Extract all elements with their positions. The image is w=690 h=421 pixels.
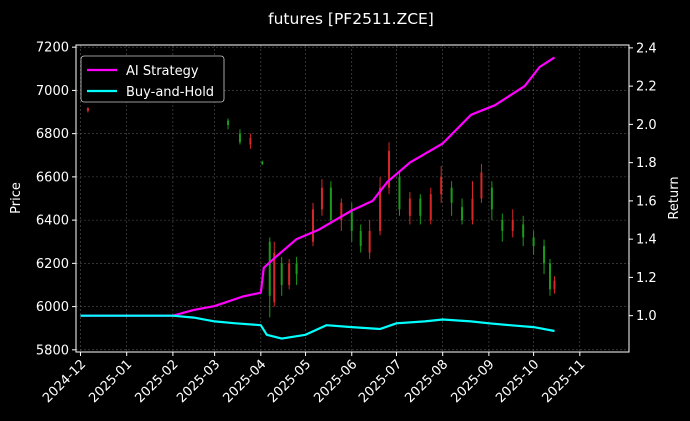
price-candle (288, 263, 291, 285)
y-axis-label-right: Return (667, 176, 682, 219)
left-tick-label: 6600 (36, 170, 69, 185)
left-tick-label: 6400 (36, 214, 69, 229)
price-candle (450, 187, 453, 203)
price-candle (273, 252, 276, 303)
price-candle (295, 263, 298, 275)
price-candle (532, 237, 535, 247)
right-tick-label: 1.4 (636, 233, 657, 248)
price-candle (86, 108, 89, 111)
x-tick-label: 2025-09 (449, 357, 498, 406)
price-candle (368, 230, 371, 253)
right-tick-label: 1.2 (636, 271, 657, 286)
right-tick-label: 1.6 (636, 194, 657, 209)
left-tick-label: 6800 (36, 127, 69, 142)
x-tick-label: 2025-11 (539, 357, 588, 406)
price-candle (553, 280, 556, 290)
plot-frame (75, 44, 630, 353)
price-candle (398, 176, 401, 210)
legend: AI Strategy Buy-and-Hold (80, 55, 225, 103)
x-tick-label: 2025-05 (265, 357, 314, 406)
price-candle (227, 120, 230, 125)
right-tick-label: 1.0 (636, 309, 657, 324)
x-axis: 2024-122025-012025-022025-032025-042025-… (40, 352, 588, 406)
price-candle (379, 187, 382, 231)
x-tick-label: 2025-03 (174, 357, 223, 406)
legend-label-ai-strategy: AI Strategy (126, 64, 199, 79)
chart-title: futures [PF2511.ZCE] (268, 10, 434, 28)
right-tick-label: 2.4 (636, 41, 657, 56)
legend-label-buy-and-hold: Buy-and-Hold (126, 85, 214, 100)
return-lines (80, 56, 556, 340)
price-bars (86, 91, 556, 318)
price-candle (340, 202, 343, 221)
left-tick-label: 7000 (36, 84, 69, 99)
price-candle (543, 246, 546, 264)
x-tick-label: 2025-10 (493, 357, 542, 406)
price-candle (249, 137, 252, 145)
price-candle (429, 194, 432, 221)
x-tick-label: 2025-01 (86, 357, 135, 406)
price-candle (312, 209, 314, 242)
price-candle (408, 198, 411, 216)
price-candle (549, 263, 551, 290)
price-candle (238, 133, 241, 143)
price-candle (490, 187, 493, 210)
left-tick-label: 6000 (36, 300, 69, 315)
price-candle (461, 207, 464, 221)
price-candle (501, 220, 504, 231)
price-candle (359, 230, 362, 247)
price-candle (511, 220, 514, 231)
right-tick-label: 1.8 (636, 156, 657, 171)
price-candle (419, 198, 422, 216)
left-axis: 5800 6000 6200 6400 6600 6800 7000 7200 (36, 41, 76, 358)
left-tick-label: 5800 (36, 343, 69, 358)
right-axis: 1.0 1.2 1.4 1.6 1.8 2.0 2.2 2.4 (629, 41, 657, 324)
x-tick-label: 2024-12 (40, 357, 89, 406)
y-axis-label-left: Price (9, 182, 24, 214)
left-tick-label: 6200 (36, 257, 69, 272)
price-candle (329, 187, 332, 221)
price-candle (471, 198, 474, 221)
right-tick-label: 2.2 (636, 80, 657, 95)
x-tick-label: 2025-06 (311, 357, 360, 406)
price-candle (480, 172, 483, 199)
price-candle (320, 187, 323, 210)
x-tick-label: 2025-04 (220, 357, 269, 406)
x-tick-label: 2025-07 (356, 357, 405, 406)
price-candle (280, 263, 283, 285)
price-candle (261, 161, 264, 164)
x-tick-label: 2025-02 (133, 357, 182, 406)
grid (76, 45, 629, 352)
price-candle (350, 209, 353, 231)
x-tick-label: 2025-08 (402, 357, 451, 406)
series-line-buy-and-hold (80, 314, 555, 340)
price-candle (388, 150, 391, 188)
right-tick-label: 2.0 (636, 118, 657, 133)
price-candle (522, 224, 525, 238)
left-tick-label: 7200 (36, 41, 69, 56)
price-candle (440, 176, 443, 195)
series-line-ai-strategy (80, 56, 556, 317)
price-candle (268, 241, 271, 296)
